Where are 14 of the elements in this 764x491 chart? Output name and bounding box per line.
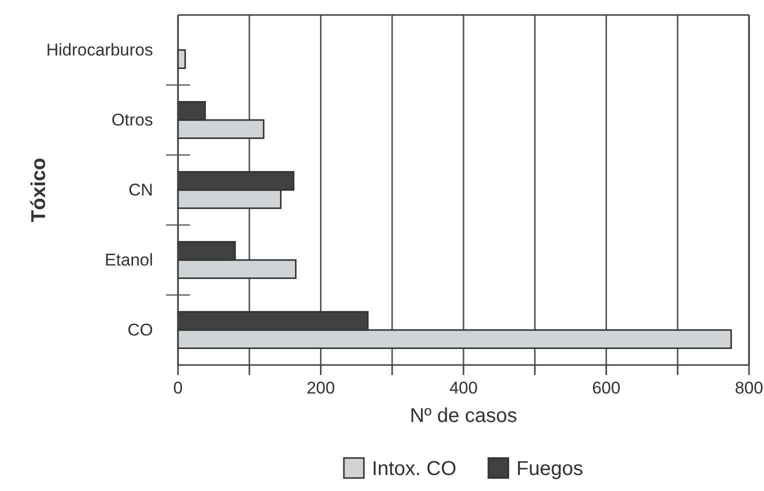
x-tick-label: 200 [306,378,335,398]
x-tick-label: 0 [173,378,183,398]
y-tick-label: CN [128,180,153,200]
y-tick-label: CO [128,320,153,340]
y-tick-label: Otros [111,110,153,130]
y-tick-label: Hidrocarburos [46,40,153,60]
x-tick-label: 400 [449,378,478,398]
x-tick-label: 800 [734,378,764,398]
legend-label: Fuegos [516,458,584,480]
legend-label: Intox. CO [372,458,456,480]
y-tick-label: Etanol [104,250,153,270]
y-axis-title: Tóxico [28,158,50,222]
x-axis-title: Nº de casos [410,405,518,427]
x-tick-label: 600 [592,378,620,398]
